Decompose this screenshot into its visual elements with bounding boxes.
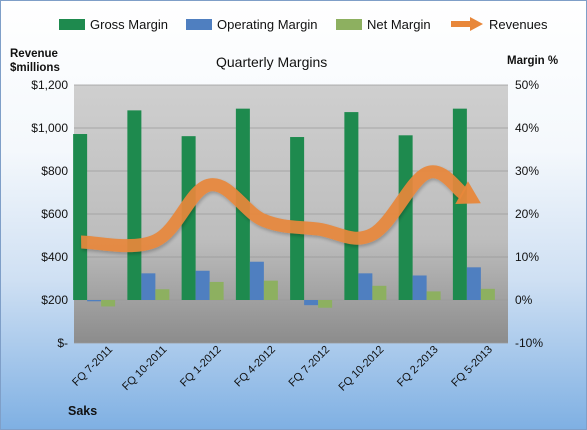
company-label: Saks [68, 404, 98, 418]
legend-label-net-margin: Net Margin [367, 16, 431, 32]
legend-label-revenues: Revenues [489, 16, 548, 32]
left-tick-label: $600 [41, 207, 68, 221]
arrow-icon [451, 17, 483, 31]
category-label: FQ 7-2011 [70, 344, 115, 389]
gross-margin-bar [181, 136, 196, 300]
net-margin-bar [318, 300, 333, 308]
net-margin-bar [101, 300, 116, 307]
operating-margin-bar [304, 300, 319, 306]
right-tick-label: -10% [515, 336, 543, 350]
left-tick-label: $200 [41, 293, 68, 307]
right-tick-label: 20% [515, 207, 539, 221]
net-margin-bar [263, 280, 278, 300]
operating-margin-bar [195, 270, 210, 300]
left-tick-label: $1,000 [31, 121, 68, 135]
left-tick-label: $- [57, 336, 68, 350]
gross-margin-bar [452, 108, 467, 301]
revenues-arrowhead [455, 181, 481, 204]
legend-item-gross-margin: Gross Margin [59, 14, 168, 34]
net-margin-bar [426, 291, 441, 300]
chart-title: Quarterly Margins [216, 54, 328, 70]
right-axis-title: Margin % [507, 55, 559, 67]
legend-label-operating-margin: Operating Margin [217, 16, 318, 32]
right-tick-label: 30% [515, 164, 539, 178]
left-axis-title: Revenue $millions [10, 48, 60, 74]
operating-margin-bar [87, 300, 102, 302]
net-margin-bar [372, 285, 387, 300]
operating-margin-bar [249, 261, 264, 300]
net-margin-bar [209, 281, 224, 300]
operating-margin-bar [412, 275, 427, 300]
net-margin-bar [480, 288, 495, 300]
operating-margin-bar [466, 267, 481, 300]
gross-margin-bar [344, 112, 359, 300]
legend-item-revenues: Revenues [450, 14, 548, 34]
legend-swatch-net-margin [336, 18, 362, 30]
revenues-line [80, 165, 468, 253]
left-tick-label: $400 [41, 250, 68, 264]
left-tick-label: $1,200 [31, 78, 68, 92]
category-label: FQ 2-2013 [395, 344, 441, 390]
legend-swatch-gross-margin [59, 18, 85, 30]
gross-margin-bar [398, 135, 413, 300]
right-tick-label: 40% [515, 121, 539, 135]
category-label: FQ 4-2012 [232, 344, 278, 390]
gross-margin-bar [127, 110, 142, 301]
operating-margin-bar [141, 273, 156, 300]
right-tick-label: 50% [515, 78, 539, 92]
left-tick-label: $800 [41, 164, 68, 178]
operating-margin-bar [358, 273, 373, 300]
category-label: FQ 10-2011 [120, 344, 169, 393]
legend-label-gross-margin: Gross Margin [90, 16, 169, 32]
right-tick-label: 10% [515, 250, 539, 264]
gross-margin-bar [73, 134, 88, 300]
right-tick-label: 0% [515, 293, 533, 307]
category-label: FQ 7-2012 [287, 344, 333, 390]
legend-swatch-operating-margin [186, 18, 212, 30]
category-label: FQ 1-2012 [178, 344, 224, 390]
gross-margin-bar [290, 137, 305, 300]
legend-item-operating-margin: Operating Margin [186, 14, 317, 34]
category-label: FQ 5-2013 [449, 344, 495, 390]
category-label: FQ 10-2012 [337, 344, 387, 394]
net-margin-bar [155, 289, 170, 300]
legend-item-net-margin: Net Margin [336, 14, 431, 34]
